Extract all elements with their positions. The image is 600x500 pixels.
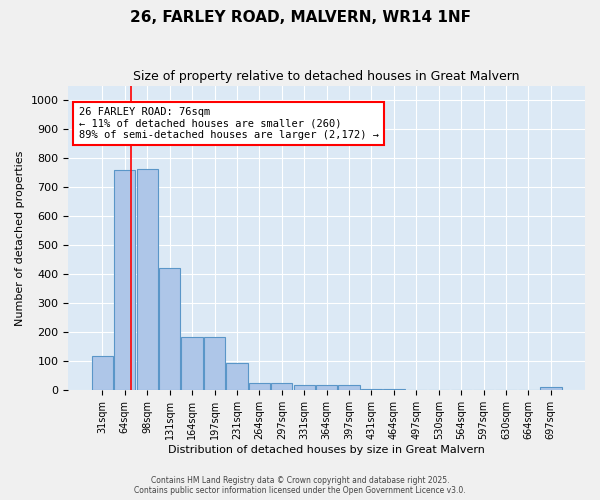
Y-axis label: Number of detached properties: Number of detached properties xyxy=(15,150,25,326)
Bar xyxy=(316,384,337,390)
Text: 26 FARLEY ROAD: 76sqm
← 11% of detached houses are smaller (260)
89% of semi-det: 26 FARLEY ROAD: 76sqm ← 11% of detached … xyxy=(79,107,379,140)
Bar xyxy=(293,384,315,390)
Bar xyxy=(92,356,113,390)
Bar xyxy=(338,384,360,390)
Bar xyxy=(226,363,248,390)
Bar xyxy=(114,170,136,390)
Bar xyxy=(204,336,225,390)
Bar xyxy=(271,383,292,390)
Bar xyxy=(181,336,203,390)
Text: 26, FARLEY ROAD, MALVERN, WR14 1NF: 26, FARLEY ROAD, MALVERN, WR14 1NF xyxy=(130,10,470,25)
Title: Size of property relative to detached houses in Great Malvern: Size of property relative to detached ho… xyxy=(133,70,520,83)
Bar xyxy=(540,388,562,390)
Bar xyxy=(137,169,158,390)
Bar xyxy=(361,389,382,390)
Bar xyxy=(159,268,181,390)
X-axis label: Distribution of detached houses by size in Great Malvern: Distribution of detached houses by size … xyxy=(168,445,485,455)
Text: Contains HM Land Registry data © Crown copyright and database right 2025.
Contai: Contains HM Land Registry data © Crown c… xyxy=(134,476,466,495)
Bar xyxy=(249,383,270,390)
Bar xyxy=(383,389,404,390)
